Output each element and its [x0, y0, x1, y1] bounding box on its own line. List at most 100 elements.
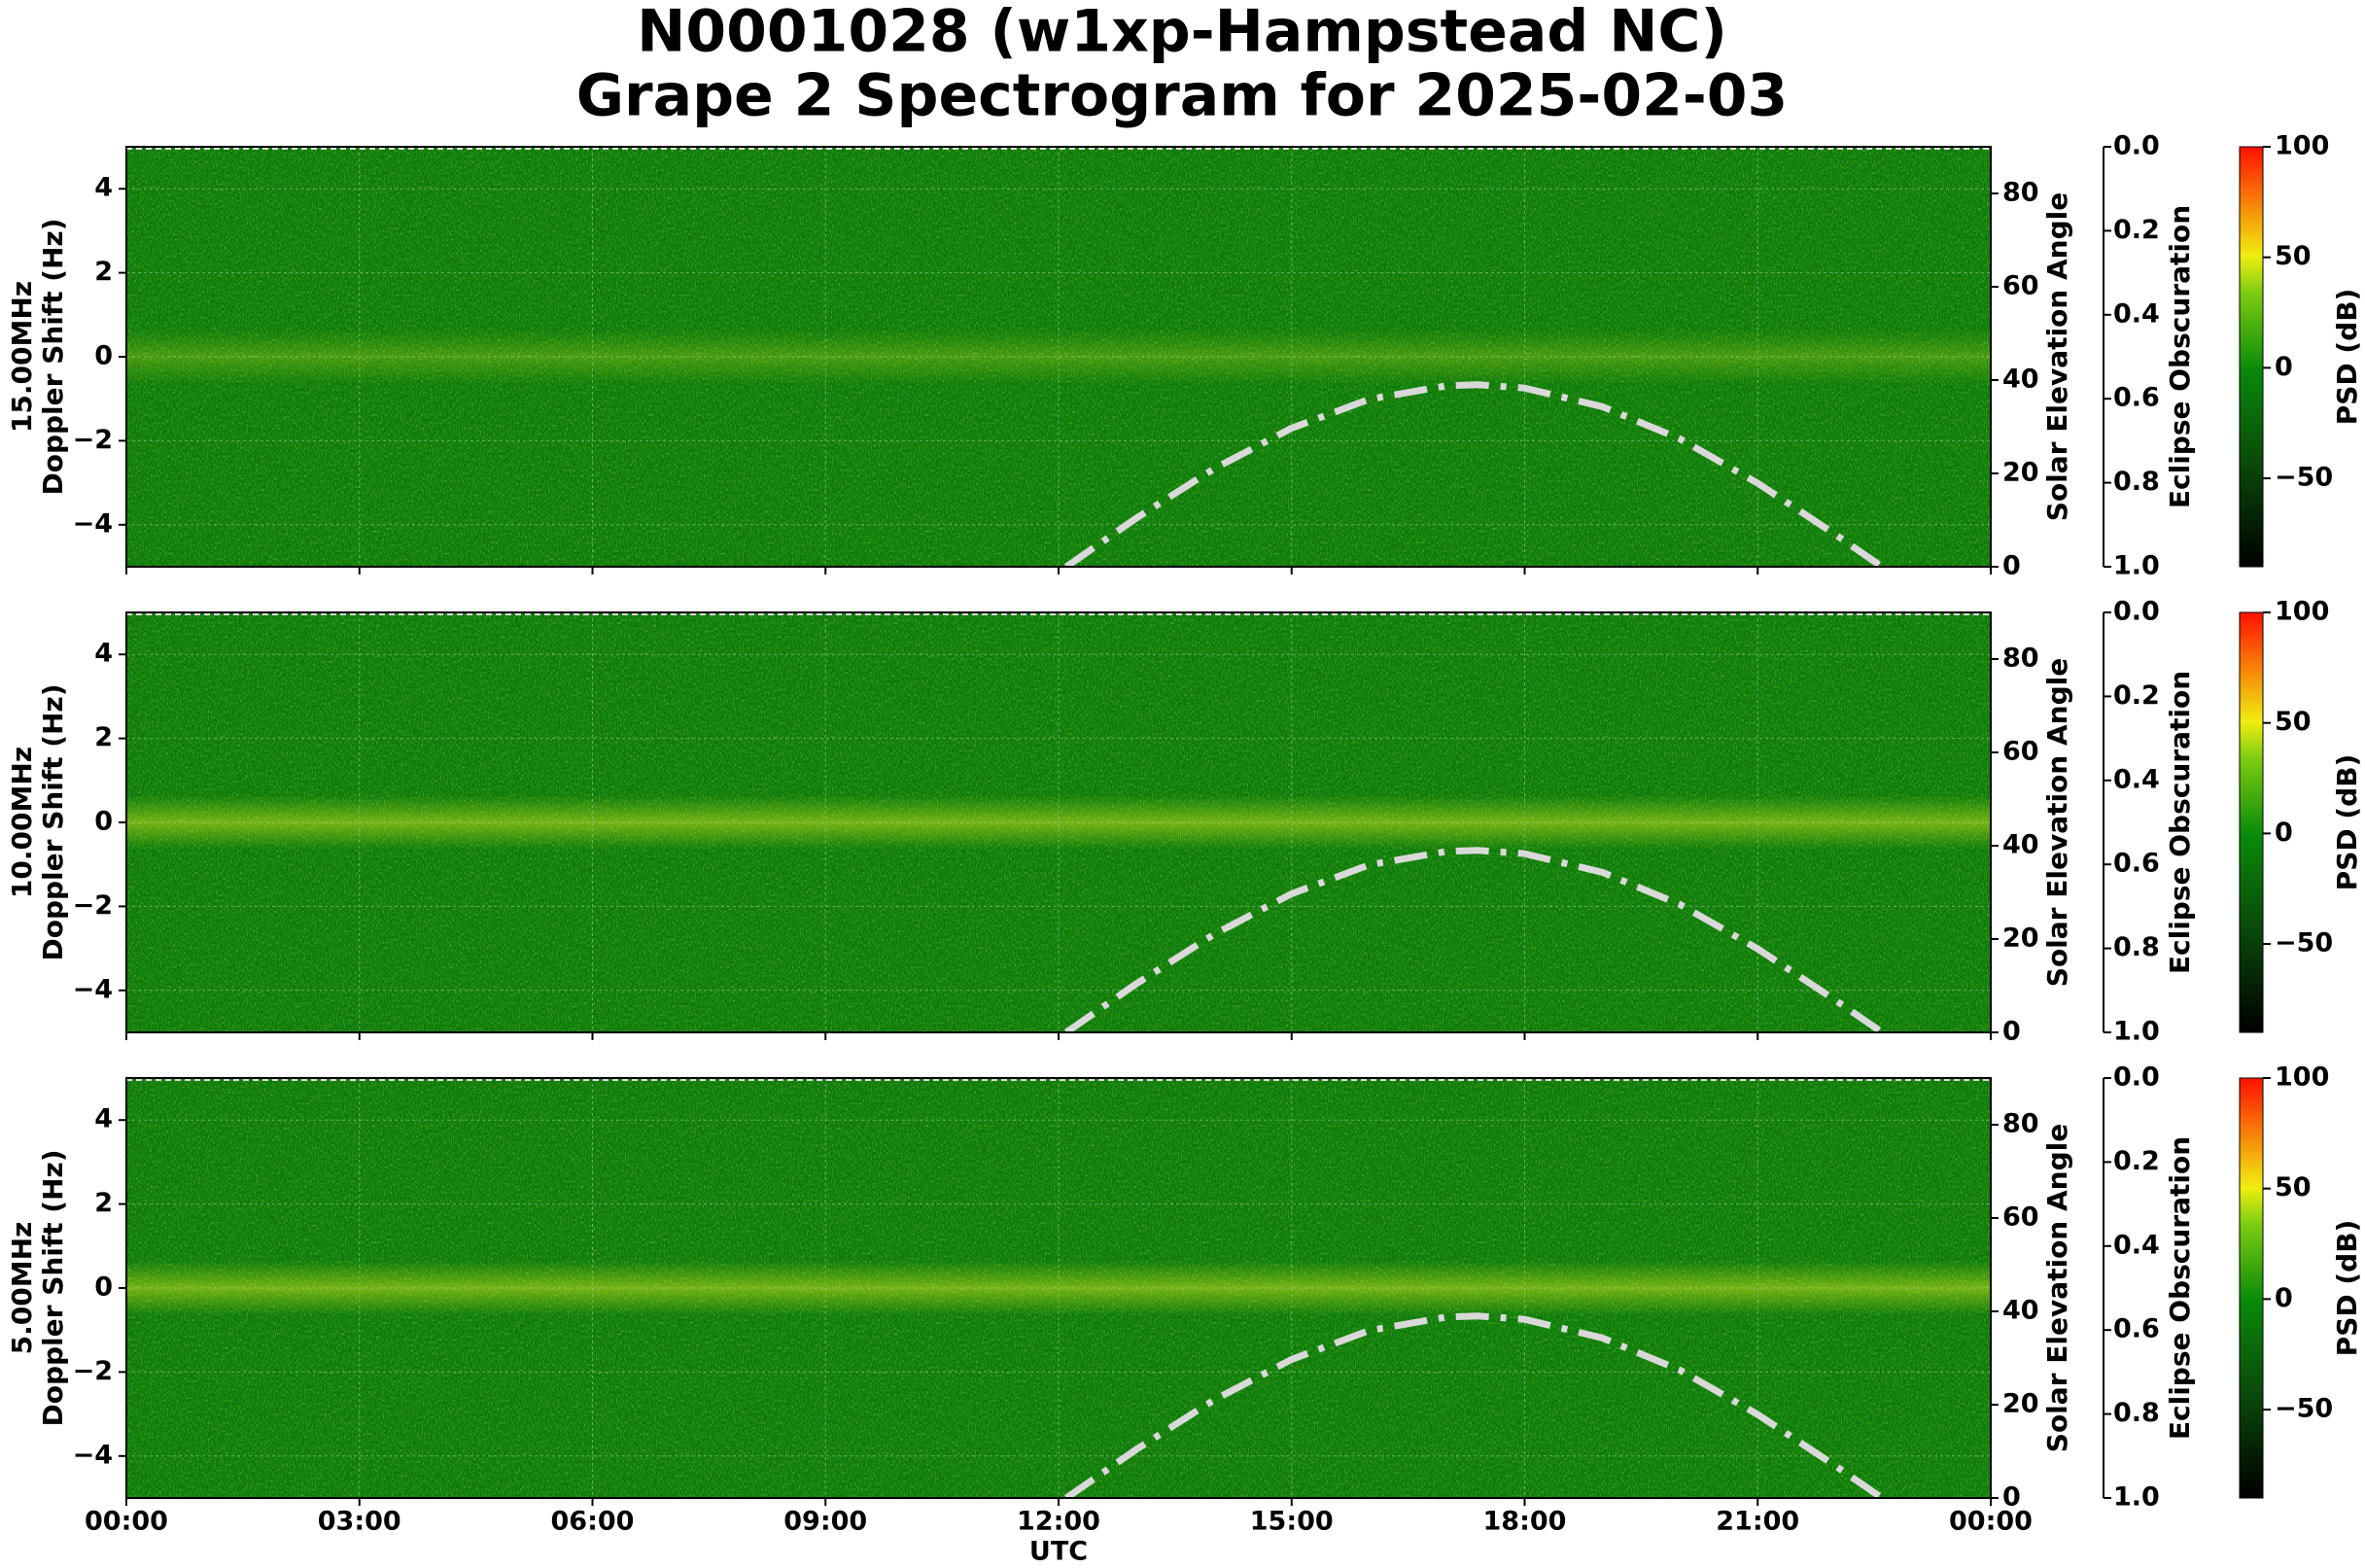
eclipse-tick-label: 1.0 — [2113, 1017, 2160, 1047]
x-tick-label: 21:00 — [1716, 1507, 1799, 1537]
x-tick-label: 06:00 — [551, 1507, 635, 1537]
eclipse-tick-label: 1.0 — [2113, 551, 2160, 581]
y2-tick-label: 20 — [2002, 923, 2039, 954]
y-tick-label: 4 — [94, 1104, 113, 1134]
band-label: 15.00MHz — [6, 281, 38, 433]
solar-elevation-line — [1063, 1312, 1885, 1498]
y-tick-label: 0 — [94, 1272, 113, 1303]
y2-tick-label: 80 — [2002, 1109, 2039, 1139]
x-tick-label: 00:00 — [85, 1507, 168, 1537]
eclipse-tick-label: 0.0 — [2113, 131, 2160, 161]
panel: 00:00 03:00 06:00 09:00 12:00 15:00 18:00 21:00… — [6, 1063, 2363, 1567]
eclipse-tick-label: 0.6 — [2113, 1314, 2160, 1344]
y-tick-label: 0 — [94, 341, 113, 371]
y-tick-label: 2 — [94, 722, 113, 752]
colorbar-tick-label: 0 — [2275, 1283, 2293, 1313]
colorbar-tick-label: 50 — [2275, 241, 2312, 271]
y-tick-label: −2 — [73, 890, 113, 921]
x-tick-label: 18:00 — [1483, 1507, 1567, 1537]
eclipse-axis-label: Eclipse Obscuration — [2164, 205, 2196, 508]
y2-tick-label: 0 — [2002, 1017, 2021, 1047]
eclipse-tick-label: 0.8 — [2113, 1398, 2160, 1428]
colorbar-tick-label: 100 — [2275, 1063, 2329, 1093]
y-axis-label: Doppler Shift (Hz) — [37, 683, 69, 960]
eclipse-tick-label: 0.6 — [2113, 849, 2160, 879]
colorbar-label: PSD (dB) — [2331, 754, 2363, 891]
x-tick-label: 03:00 — [318, 1507, 401, 1537]
x-tick-label: 15:00 — [1250, 1507, 1334, 1537]
y2-axis-label: Solar Elevation Angle — [2041, 658, 2073, 987]
y-tick-label: −2 — [73, 1356, 113, 1386]
y2-tick-label: 60 — [2002, 737, 2039, 767]
eclipse-tick-label: 0.4 — [2113, 764, 2160, 794]
eclipse-tick-label: 0.4 — [2113, 1230, 2160, 1260]
colorbar-tick-label: −50 — [2275, 928, 2333, 958]
eclipse-tick-label: 0.4 — [2113, 298, 2160, 329]
x-axis-label: UTC — [1029, 1537, 1088, 1567]
y-tick-label: −4 — [73, 1440, 113, 1470]
band-label: 5.00MHz — [6, 1222, 38, 1355]
y2-tick-label: 60 — [2002, 271, 2039, 301]
eclipse-tick-label: 0.2 — [2113, 1146, 2160, 1176]
colorbar — [2239, 146, 2264, 568]
x-tick-label: 12:00 — [1017, 1507, 1100, 1537]
y2-tick-label: 60 — [2002, 1202, 2039, 1233]
x-tick-label: 09:00 — [783, 1507, 867, 1537]
y-tick-label: 2 — [94, 257, 113, 287]
eclipse-tick-label: 0.8 — [2113, 467, 2160, 497]
band-label: 10.00MHz — [6, 747, 38, 898]
colorbar-label: PSD (dB) — [2331, 1220, 2363, 1357]
colorbar-label: PSD (dB) — [2331, 289, 2363, 426]
x-tick-label: 00:00 — [1949, 1507, 2033, 1537]
y2-tick-label: 20 — [2002, 1389, 2039, 1419]
y2-tick-label: 40 — [2002, 1296, 2039, 1326]
subtitle: Grape 2 Spectrogram for 2025-02-03 — [576, 62, 1788, 130]
y2-tick-label: 40 — [2002, 365, 2039, 395]
y-tick-label: −4 — [73, 974, 113, 1004]
eclipse-tick-label: 0.2 — [2113, 215, 2160, 245]
frame — [125, 1077, 1992, 1499]
y2-tick-label: 80 — [2002, 644, 2039, 674]
y2-tick-label: 20 — [2002, 458, 2039, 488]
y-tick-label: 0 — [94, 807, 113, 837]
frame — [125, 611, 1992, 1033]
colorbar — [2239, 1077, 2264, 1499]
y-tick-label: −2 — [73, 425, 113, 455]
solar-elevation-line — [1063, 381, 1885, 567]
eclipse-tick-label: 0.0 — [2113, 597, 2160, 627]
y2-axis-label: Solar Elevation Angle — [2041, 192, 2073, 521]
title: N0001028 (w1xp-Hampstead NC) — [637, 0, 1727, 66]
eclipse-tick-label: 0.6 — [2113, 383, 2160, 413]
eclipse-axis-label: Eclipse Obscuration — [2164, 671, 2196, 974]
y2-axis-label: Solar Elevation Angle — [2041, 1124, 2073, 1452]
y2-tick-label: 0 — [2002, 551, 2021, 581]
y2-tick-label: 0 — [2002, 1482, 2021, 1513]
y2-tick-label: 40 — [2002, 830, 2039, 860]
y-tick-label: 4 — [94, 639, 113, 669]
eclipse-tick-label: 0.2 — [2113, 680, 2160, 711]
colorbar-tick-label: −50 — [2275, 1394, 2333, 1424]
y-tick-label: −4 — [73, 508, 113, 539]
colorbar-tick-label: 100 — [2275, 131, 2329, 161]
colorbar-tick-label: 0 — [2275, 352, 2293, 382]
y-axis-label: Doppler Shift (Hz) — [37, 1149, 69, 1426]
frame — [125, 146, 1992, 568]
eclipse-tick-label: 1.0 — [2113, 1482, 2160, 1513]
solar-elevation-line — [1063, 847, 1885, 1032]
colorbar-tick-label: 100 — [2275, 597, 2329, 627]
y-axis-label: Doppler Shift (Hz) — [37, 218, 69, 495]
eclipse-tick-label: 0.0 — [2113, 1063, 2160, 1093]
eclipse-axis-label: Eclipse Obscuration — [2164, 1136, 2196, 1440]
colorbar-tick-label: 50 — [2275, 1172, 2312, 1202]
colorbar-tick-label: 0 — [2275, 818, 2293, 848]
eclipse-tick-label: 0.8 — [2113, 932, 2160, 962]
y-tick-label: 4 — [94, 173, 113, 203]
y-tick-label: 2 — [94, 1188, 113, 1218]
y2-tick-label: 80 — [2002, 178, 2039, 208]
colorbar-tick-label: 50 — [2275, 707, 2312, 737]
colorbar-tick-label: −50 — [2275, 463, 2333, 493]
colorbar — [2239, 611, 2264, 1033]
